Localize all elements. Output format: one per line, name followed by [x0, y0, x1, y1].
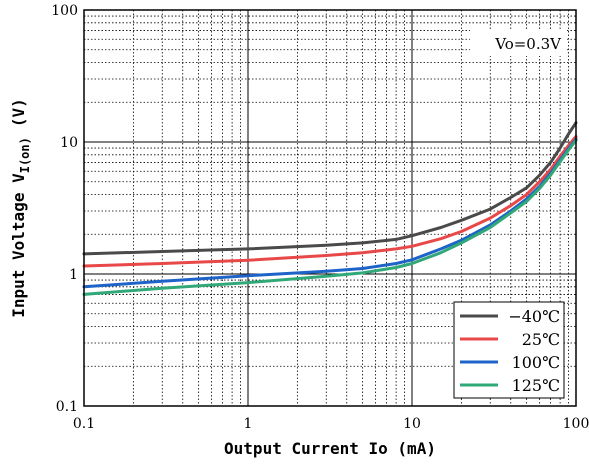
legend-label: −40℃: [508, 307, 560, 326]
y-tick-labels: 0.1 1 10 100: [51, 3, 78, 415]
y-axis-label-main: Input Voltage V: [9, 173, 28, 318]
y-tick-label: 1: [69, 267, 78, 283]
annotation: Vo=0.3V: [470, 30, 566, 56]
legend-label: 125℃: [512, 376, 560, 395]
annotation-text: Vo=0.3V: [494, 35, 562, 53]
x-tick-labels: 0.1 1 10 100: [73, 416, 589, 432]
x-tick-label: 1: [244, 416, 253, 432]
y-axis-label-subscript: I(on): [18, 137, 32, 173]
y-tick-label: 100: [51, 3, 78, 19]
x-tick-label: 0.1: [73, 416, 95, 432]
series-line: [82, 121, 578, 256]
x-axis-label: Output Current Io (mA): [224, 439, 436, 458]
y-axis-label: Input Voltage VI(on) (V): [9, 98, 32, 318]
legend-label: 25℃: [522, 330, 560, 349]
legend: −40℃ 25℃ 100℃ 125℃: [453, 301, 565, 399]
x-tick-label: 10: [403, 416, 421, 432]
series-line: [82, 138, 578, 296]
x-tick-label: 100: [563, 416, 589, 432]
legend-box: [453, 301, 565, 399]
annotation-background: [470, 30, 566, 56]
y-tick-label: 10: [60, 135, 78, 151]
plot-frame: [83, 9, 577, 407]
y-axis-label-unit: (V): [9, 98, 28, 127]
series-line: [82, 135, 578, 268]
legend-label: 100℃: [512, 353, 560, 372]
series-layer: [82, 121, 578, 296]
y-tick-label: 0.1: [56, 399, 78, 415]
